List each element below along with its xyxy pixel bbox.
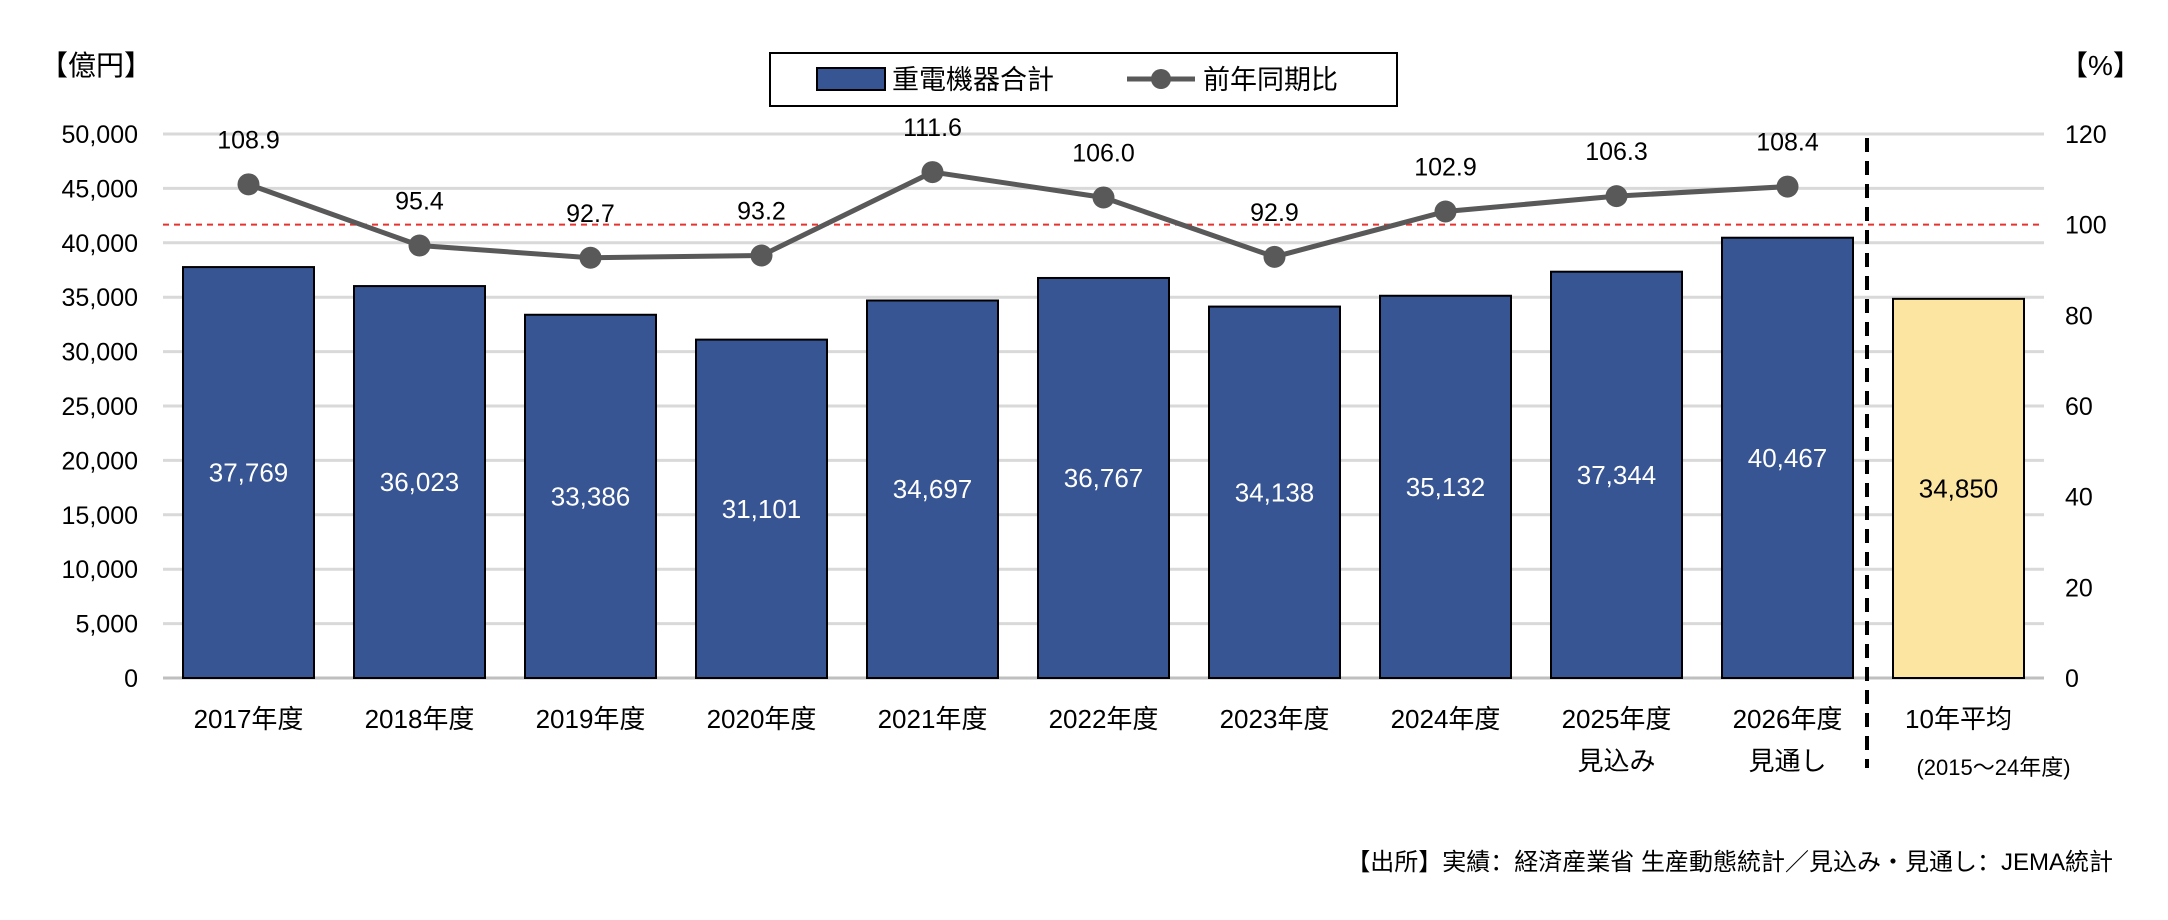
source-note: 【出所】実績：経済産業省 生産動態統計／見込み・見通し：JEMA統計 <box>1346 849 2113 876</box>
line-value-label: 106.3 <box>1585 138 1648 166</box>
line-value-label: 106.0 <box>1072 139 1135 167</box>
line-series: 108.9 95.4 92.7 93.2 111.6 106.0 92.9 102.9 106.… <box>217 114 1819 269</box>
right-tick-label: 80 <box>2065 302 2093 330</box>
bar <box>1721 236 1854 679</box>
legend-line-label: 前年同期比 <box>1203 65 1338 95</box>
category-label: 見通し <box>1748 746 1826 776</box>
line-point <box>579 246 602 269</box>
yoy-line <box>247 169 1788 261</box>
category-label: 2017年度 <box>194 704 304 734</box>
bar-value-label: 34,138 <box>1235 477 1315 507</box>
category-label: 2020年度 <box>707 704 817 734</box>
right-tick-label: 20 <box>2065 574 2093 602</box>
left-tick-label: 50,000 <box>62 121 138 149</box>
category-label: 2022年度 <box>1049 704 1159 734</box>
bar-value-label: 37,769 <box>209 458 289 488</box>
category-labels: 2017年度 2018年度 2019年度 2020年度 2021年度 2022年度 2023… <box>194 704 2071 780</box>
right-tick-label: 100 <box>2065 212 2107 240</box>
category-label: 2025年度 <box>1562 704 1672 734</box>
bar <box>1037 276 1170 679</box>
line-point <box>1776 175 1799 198</box>
axis-ticks: 0 5,000 10,000 15,000 20,000 25,000 30,000 35,0… <box>62 121 2107 693</box>
category-label: 2018年度 <box>365 704 475 734</box>
line-value-label: 111.6 <box>903 114 962 142</box>
left-tick-label: 25,000 <box>62 393 138 421</box>
left-tick-label: 40,000 <box>62 230 138 258</box>
category-label: (2015～24年度) <box>1916 755 2070 780</box>
left-axis-label: 【億円】 <box>40 50 152 81</box>
legend-line-marker <box>1151 69 1171 89</box>
right-tick-label: 0 <box>2065 665 2079 693</box>
bar-value-label: 36,767 <box>1064 463 1144 493</box>
bar-value-label: 33,386 <box>551 481 631 511</box>
category-label: 2021年度 <box>878 704 988 734</box>
bar-value-label: 36,023 <box>380 467 460 497</box>
line-point <box>1263 245 1286 268</box>
bar <box>1208 305 1341 679</box>
right-tick-label: 40 <box>2065 484 2093 512</box>
legend-bar-label: 重電機器合計 <box>892 65 1054 95</box>
bar-value-label: 40,467 <box>1748 443 1828 473</box>
line-point <box>237 173 260 196</box>
bar <box>866 299 999 679</box>
category-label: 見込み <box>1577 746 1655 776</box>
line-point <box>921 161 944 184</box>
bar <box>353 285 486 679</box>
line-value-label: 102.9 <box>1414 154 1477 182</box>
category-label: 2019年度 <box>536 704 646 734</box>
category-label: 10年平均 <box>1905 704 2012 734</box>
left-tick-label: 15,000 <box>62 502 138 530</box>
line-value-label: 92.9 <box>1250 199 1299 227</box>
left-tick-label: 35,000 <box>62 284 138 312</box>
bar-value-label: 34,850 <box>1919 473 1999 503</box>
bar <box>182 266 315 679</box>
line-value-label: 108.9 <box>217 126 280 154</box>
legend: 重電機器合計 前年同期比 <box>769 52 1398 107</box>
line-point <box>750 244 773 267</box>
line-point <box>408 234 431 257</box>
bar <box>695 338 828 679</box>
line-point <box>1605 185 1628 208</box>
left-tick-label: 30,000 <box>62 339 138 367</box>
category-label: 2024年度 <box>1391 704 1501 734</box>
right-axis-label: 【%】 <box>2060 50 2141 81</box>
category-label: 2023年度 <box>1220 704 1330 734</box>
line-value-label: 93.2 <box>737 197 786 225</box>
average-bar <box>1892 297 2025 679</box>
right-tick-label: 60 <box>2065 393 2093 421</box>
left-tick-label: 45,000 <box>62 175 138 203</box>
left-tick-label: 0 <box>124 665 138 693</box>
bar <box>1550 270 1683 679</box>
left-tick-label: 5,000 <box>75 611 138 639</box>
line-value-label: 108.4 <box>1756 129 1819 157</box>
line-value-label: 92.7 <box>566 200 615 228</box>
bar-value-label: 34,697 <box>893 474 973 504</box>
line-point <box>1092 186 1115 209</box>
bar-value-label: 37,344 <box>1577 460 1657 490</box>
category-label: 2026年度 <box>1733 704 1843 734</box>
left-tick-label: 10,000 <box>62 556 138 584</box>
bar <box>524 313 657 679</box>
line-point <box>1434 200 1457 223</box>
bars: 37,769 36,023 33,386 31,101 34,697 36,767 34,1… <box>182 138 2025 768</box>
right-tick-label: 120 <box>2065 121 2107 149</box>
left-tick-label: 20,000 <box>62 447 138 475</box>
bar <box>1379 294 1512 679</box>
bar-value-label: 35,132 <box>1406 472 1486 502</box>
line-value-label: 95.4 <box>395 188 444 216</box>
bar-value-label: 31,101 <box>722 494 802 524</box>
legend-bar-swatch <box>816 67 886 91</box>
